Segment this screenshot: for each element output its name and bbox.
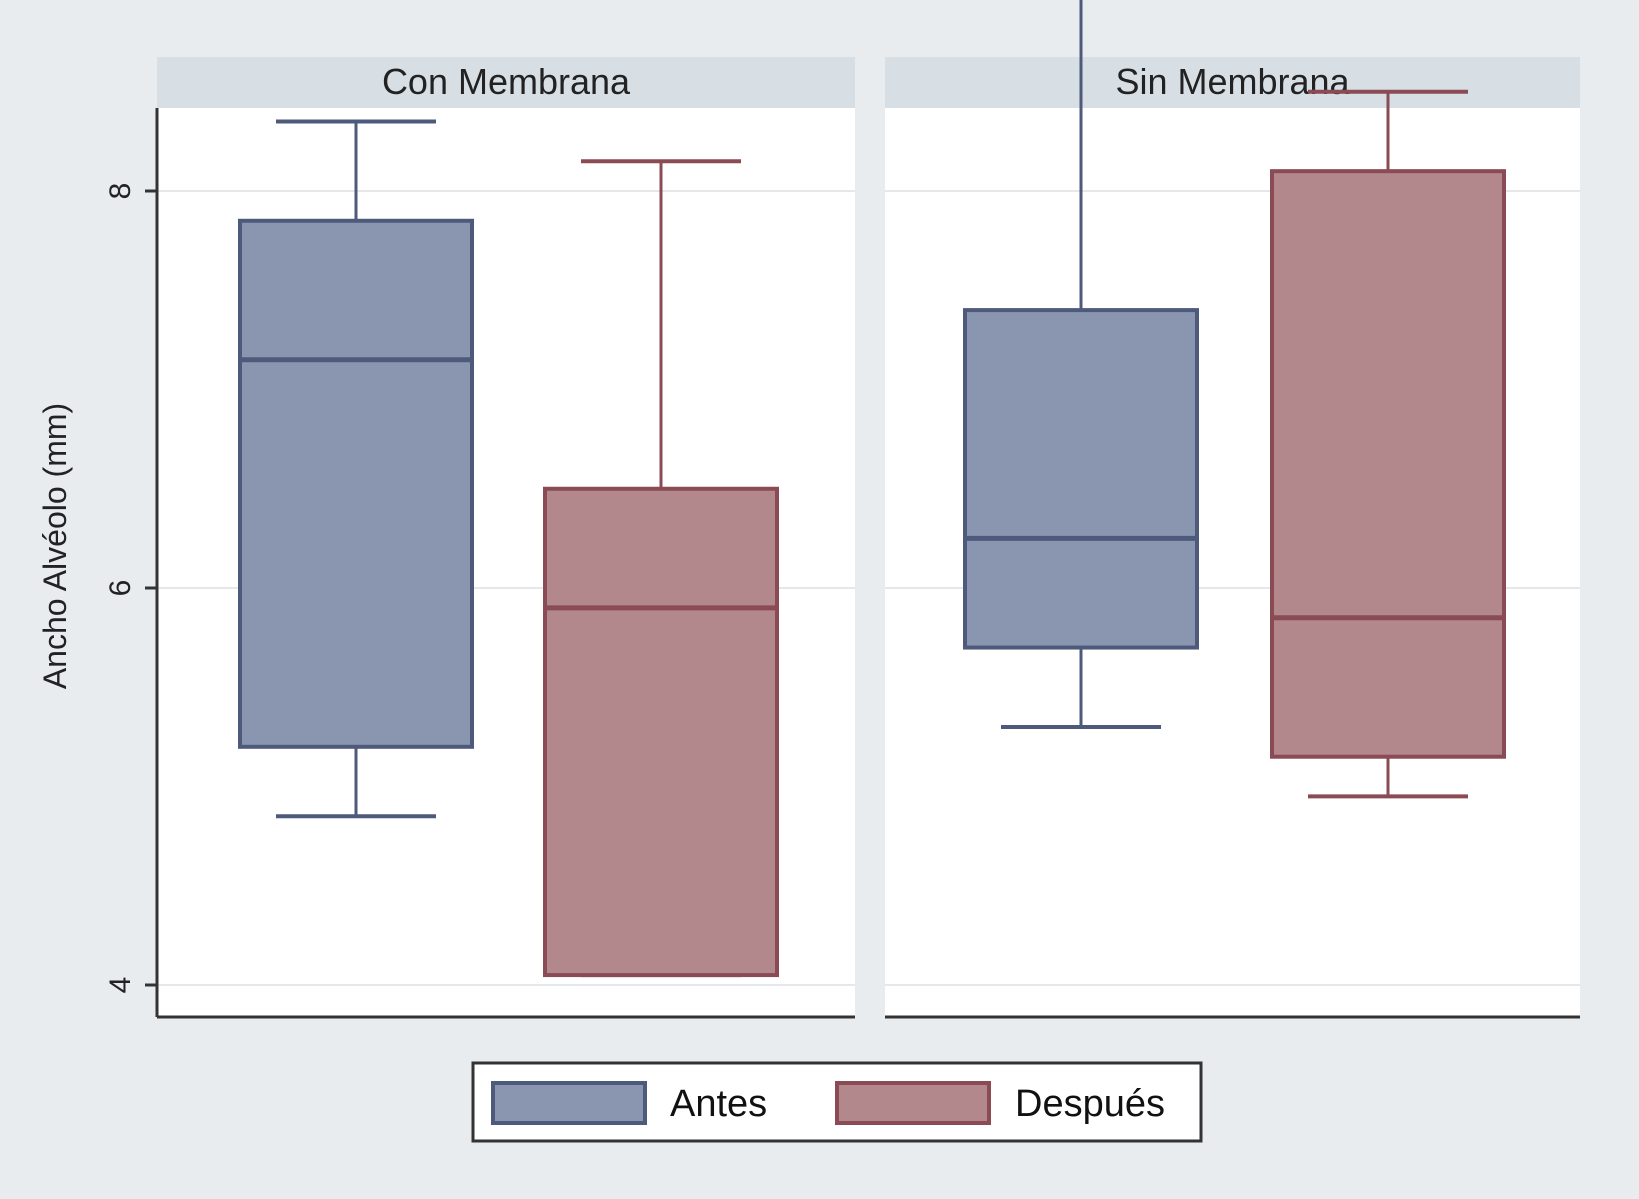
box-iqr [963,308,1199,650]
box-iqr [1270,169,1506,759]
legend-label-antes: Antes [670,1083,767,1125]
panel-header-1 [157,57,855,108]
legend-swatch-antes [491,1081,647,1125]
box-2-antes [963,0,1199,729]
box-1-antes [238,119,474,819]
y-axis-label: Ancho Alvéolo (mm) [37,403,73,689]
y-tick-label: 6 [104,580,137,597]
box-iqr [543,486,779,978]
box-2-despus [1270,89,1506,799]
box-1-despus [543,159,779,978]
y-tick-label: 8 [104,183,137,200]
box-iqr [238,218,474,749]
panel-header-2 [885,57,1580,108]
legend: Antes Después [471,1061,1203,1143]
panel-title-2: Sin Membrana [1115,61,1350,102]
legend-swatch-despus [835,1081,991,1125]
panel-title-1: Con Membrana [382,61,631,102]
legend-label-despus: Después [1015,1083,1165,1125]
y-tick-label: 4 [104,977,137,994]
